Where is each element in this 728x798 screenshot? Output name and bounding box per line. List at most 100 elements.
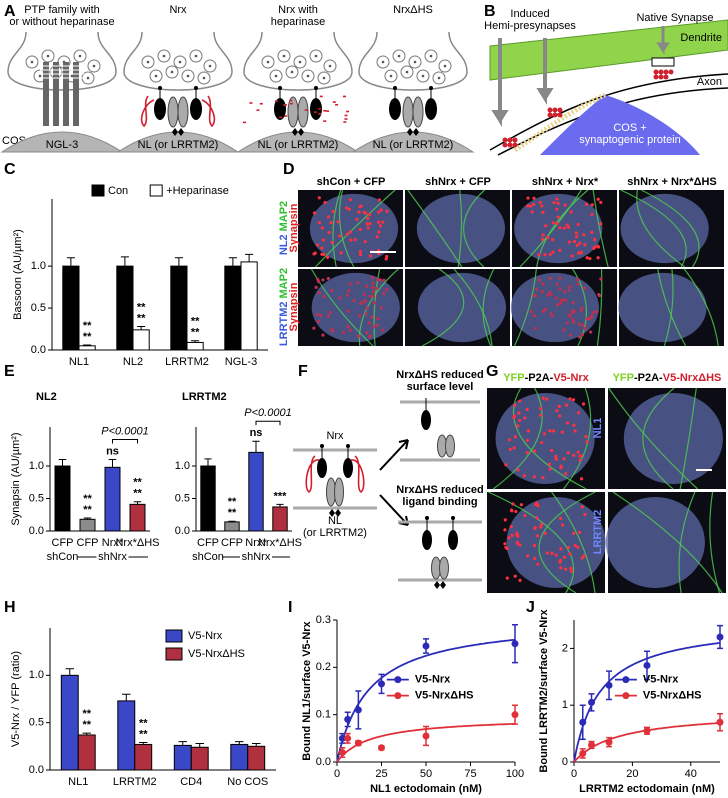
hs-fragment: [283, 104, 287, 106]
axon: [489, 73, 728, 151]
dendrite-label: Dendrite: [680, 32, 722, 44]
puncta: [576, 545, 580, 549]
neurite: [373, 268, 381, 347]
error-bar: [120, 256, 129, 267]
nrx-knob: [314, 86, 318, 90]
hs-fragment: [274, 100, 278, 102]
point: [354, 739, 362, 747]
puncta: [548, 467, 552, 471]
dendrite: [489, 19, 728, 81]
puncta: [379, 305, 383, 310]
puncta: [557, 404, 561, 408]
puncta: [358, 227, 362, 232]
neurite: [679, 387, 697, 490]
puncta: [321, 238, 325, 242]
puncta: [591, 310, 595, 315]
vesicle-dot: [92, 64, 96, 68]
x-tick-label: 75: [464, 768, 476, 780]
vesicle-dot: [397, 54, 401, 58]
puncta: [509, 525, 513, 529]
puncta: [359, 204, 363, 208]
vesicle-dot: [405, 70, 409, 74]
puncta: [558, 516, 563, 520]
cell-body: [495, 393, 595, 484]
significance: **: [191, 316, 200, 328]
puncta: [577, 322, 582, 326]
puncta: [512, 446, 516, 450]
puncta: [317, 221, 322, 225]
puncta: [526, 204, 530, 208]
puncta: [321, 333, 325, 337]
puncta: [568, 333, 573, 337]
vesicle-dot: [30, 60, 34, 64]
puncta: [320, 252, 324, 256]
hs-fragment: [256, 109, 260, 111]
puncta: [330, 288, 334, 293]
puncta: [592, 246, 596, 250]
vesicle-dot: [443, 64, 447, 68]
row-label: Synapsin: [288, 282, 300, 331]
puncta: [320, 226, 325, 230]
puncta: [561, 298, 565, 302]
column-label: shNrx + Nrx*ΔHS: [627, 176, 717, 188]
fit-curve: [336, 638, 516, 763]
y-tick-label: 0.5: [175, 492, 190, 504]
puncta: [584, 435, 588, 439]
neuroligin: [412, 96, 424, 128]
vesicle-dot: [437, 76, 441, 80]
puncta: [543, 253, 547, 257]
hemi-vesicle: [512, 142, 518, 148]
puncta: [580, 306, 584, 311]
vesicle-dot: [322, 76, 326, 80]
puncta: [365, 306, 369, 310]
hs-fragment: [319, 95, 323, 98]
puncta: [348, 282, 352, 286]
puncta: [567, 240, 572, 244]
puncta: [365, 331, 369, 335]
puncta: [563, 567, 568, 571]
puncta: [576, 450, 580, 454]
y-tick-label: 1.0: [175, 460, 190, 472]
puncta: [313, 251, 317, 255]
puncta: [507, 438, 512, 442]
axon-label: Axon: [697, 76, 722, 88]
panel-letter: A: [4, 3, 16, 20]
puncta: [532, 475, 536, 479]
puncta: [525, 554, 530, 558]
puncta: [554, 457, 558, 461]
puncta: [330, 329, 334, 333]
bar: [129, 503, 146, 532]
puncta: [322, 295, 326, 299]
x-tick-label: NL1: [68, 776, 88, 788]
nrx: [343, 458, 353, 478]
legend-marker: [622, 692, 630, 700]
y-tick-label: 0.1: [316, 709, 331, 721]
hemi-vesicle: [552, 112, 558, 118]
puncta: [316, 319, 321, 324]
column-label-part: V5-NrxΔHS: [663, 372, 722, 384]
puncta: [585, 256, 589, 260]
puncta: [356, 281, 360, 285]
vesicle-dot: [202, 76, 206, 80]
cell-body: [620, 193, 709, 264]
arrow: [656, 26, 670, 55]
nrx-knob: [346, 444, 350, 448]
y-axis-label: Bound LRRTM2/surface V5-Nrx: [538, 609, 550, 773]
puncta: [551, 221, 555, 225]
induced-label: Hemi-presynapses: [484, 20, 576, 32]
vesicle-dot: [194, 54, 198, 58]
vesicle-dot: [298, 60, 302, 64]
puncta: [551, 250, 555, 254]
cell-bottom-label: NL (or LRRTM2): [258, 139, 339, 151]
point: [338, 734, 346, 742]
diamond: [329, 509, 335, 517]
neurite: [421, 268, 465, 347]
puncta: [540, 441, 544, 445]
puncta: [382, 278, 386, 282]
puncta: [355, 217, 359, 221]
puncta: [564, 403, 569, 407]
column-label: YFP-P2A-V5-NrxΔHS: [613, 372, 722, 384]
puncta: [517, 411, 521, 415]
vesicle-dot: [154, 74, 158, 78]
puncta: [570, 254, 574, 258]
